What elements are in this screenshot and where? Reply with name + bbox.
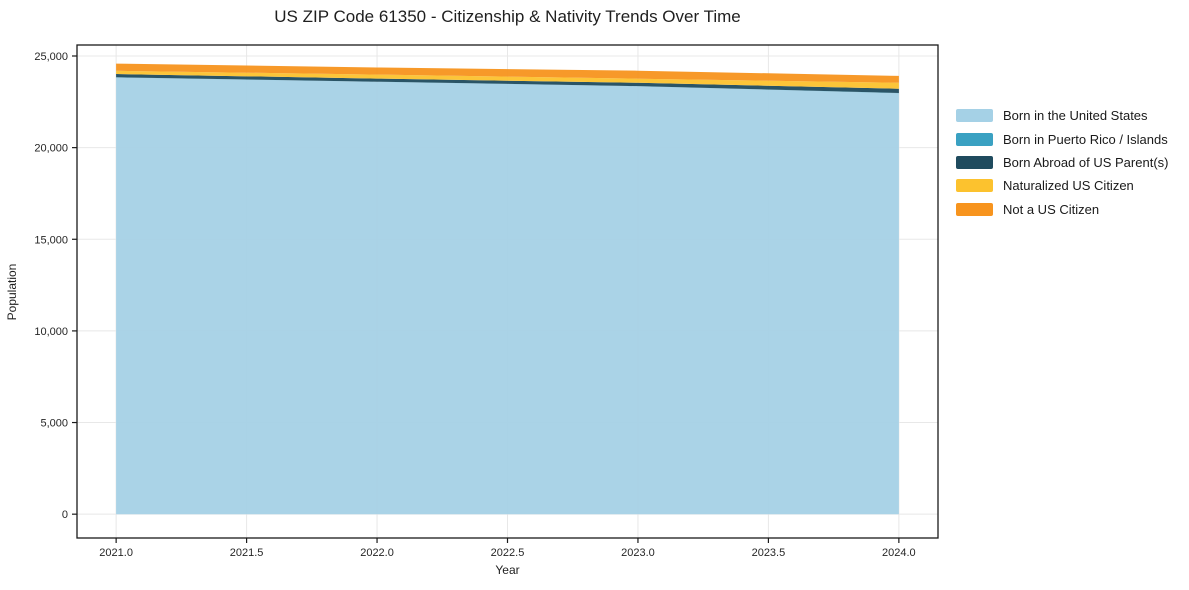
legend-swatch-not-citizen — [956, 202, 993, 216]
x-tick-label: 2022.5 — [491, 547, 525, 559]
legend-label-born-us: Born in the United States — [1003, 108, 1148, 124]
y-axis-label: Population — [5, 263, 19, 321]
legend-label-born-pr: Born in Puerto Rico / Islands — [1003, 131, 1168, 147]
legend-item-not-citizen: Not a US Citizen — [956, 198, 1168, 221]
area-born-us — [116, 77, 899, 515]
legend-label-not-citizen: Not a US Citizen — [1003, 201, 1100, 217]
x-tick-label: 2021.0 — [99, 547, 133, 559]
legend-item-born-pr: Born in Puerto Rico / Islands — [956, 127, 1168, 150]
y-tick-label: 10,000 — [34, 326, 68, 338]
area-naturalized — [116, 70, 899, 89]
legend-swatch-born-abroad — [956, 155, 993, 169]
x-tick-label: 2022.0 — [360, 547, 394, 559]
chart-title: US ZIP Code 61350 - Citizenship & Nativi… — [274, 7, 741, 26]
x-tick-label: 2021.5 — [230, 547, 264, 559]
legend-swatch-naturalized — [956, 179, 993, 193]
legend-item-naturalized: Naturalized US Citizen — [956, 174, 1168, 197]
x-axis-label: Year — [495, 563, 520, 577]
legend-item-born-abroad: Born Abroad of US Parent(s) — [956, 151, 1168, 174]
legend-swatch-born-pr — [956, 132, 993, 146]
y-tick-label: 25,000 — [34, 51, 68, 63]
legend: Born in the United States Born in Puerto … — [956, 104, 1168, 221]
area-born-abroad — [116, 74, 899, 93]
area-not-citizen — [116, 63, 899, 83]
legend-label-born-abroad: Born Abroad of US Parent(s) — [1003, 154, 1169, 170]
y-tick-label: 15,000 — [34, 234, 68, 246]
legend-swatch-born-us — [956, 109, 993, 123]
x-tick-label: 2023.0 — [621, 547, 655, 559]
y-tick-label: 20,000 — [34, 143, 68, 155]
y-tick-label: 0 — [62, 509, 68, 521]
legend-label-naturalized: Naturalized US Citizen — [1003, 178, 1134, 194]
legend-item-born-us: Born in the United States — [956, 104, 1168, 127]
x-tick-label: 2023.5 — [752, 547, 786, 559]
x-tick-label: 2024.0 — [882, 547, 916, 559]
y-tick-label: 5,000 — [40, 418, 68, 430]
